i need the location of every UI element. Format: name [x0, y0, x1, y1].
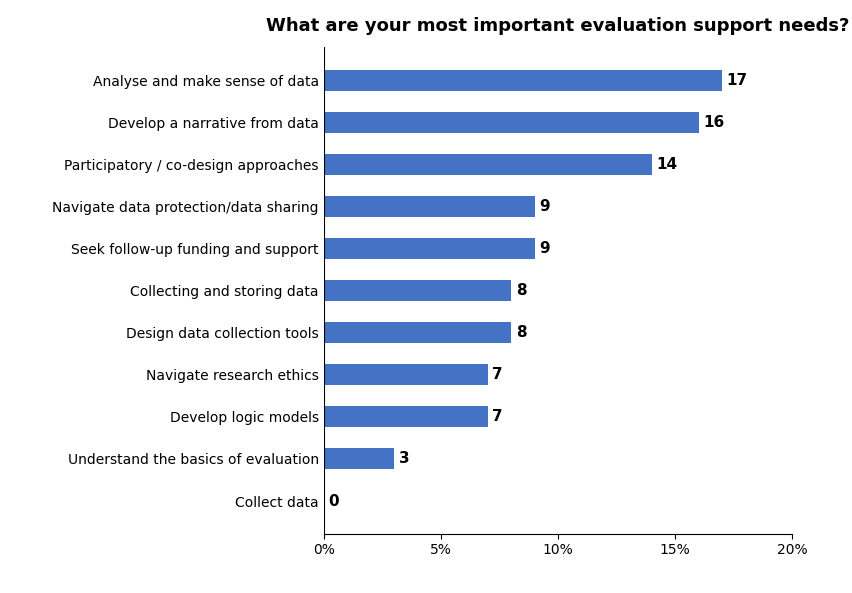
Text: 17: 17: [727, 72, 748, 88]
Bar: [324, 280, 511, 301]
Text: 9: 9: [539, 241, 550, 256]
Bar: [324, 196, 535, 217]
Title: What are your most important evaluation support needs?: What are your most important evaluation …: [267, 17, 849, 35]
Bar: [324, 448, 394, 470]
Text: 7: 7: [492, 367, 503, 382]
Text: 14: 14: [657, 157, 677, 172]
Bar: [324, 238, 535, 259]
Bar: [324, 406, 487, 428]
Text: 16: 16: [704, 114, 724, 130]
Bar: [324, 111, 699, 133]
Bar: [324, 69, 722, 91]
Bar: [324, 322, 511, 343]
Bar: [324, 364, 487, 385]
Text: 8: 8: [515, 325, 527, 340]
Text: 9: 9: [539, 199, 550, 214]
Text: 0: 0: [328, 493, 339, 509]
Text: 8: 8: [515, 283, 527, 298]
Text: 3: 3: [399, 451, 409, 467]
Bar: [324, 154, 652, 175]
Text: 7: 7: [492, 409, 503, 425]
